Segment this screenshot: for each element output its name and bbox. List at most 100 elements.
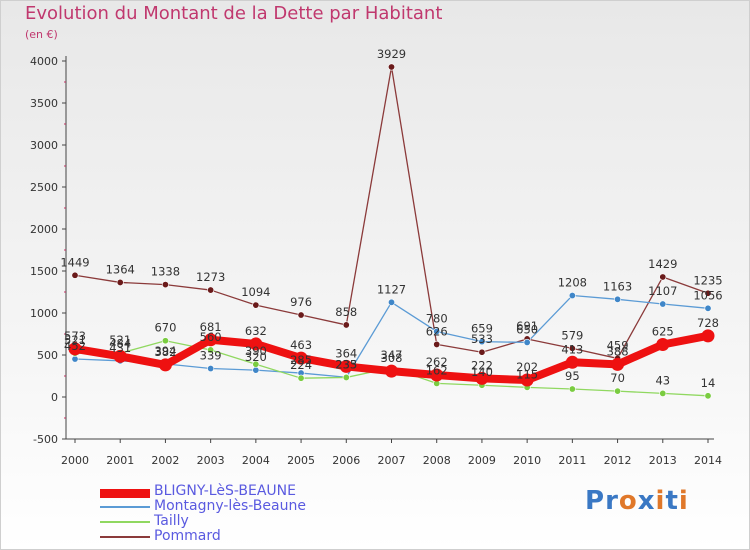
data-label: 1364	[106, 262, 135, 276]
data-point	[614, 387, 622, 395]
data-label: 670	[154, 321, 176, 335]
data-label: 1273	[196, 270, 225, 284]
x-tick-label: 2010	[513, 454, 541, 467]
x-tick-label: 2014	[694, 454, 722, 467]
x-tick-label: 2012	[604, 454, 632, 467]
data-label: 1208	[558, 276, 587, 290]
data-label: 632	[245, 324, 267, 338]
brand-letter: i	[678, 486, 689, 516]
data-point	[207, 346, 215, 354]
data-point	[478, 348, 486, 356]
line-chart: 40003500300025002000150010005000-5002000…	[30, 47, 723, 467]
data-point	[342, 373, 350, 381]
data-point	[297, 311, 305, 319]
data-point	[433, 340, 441, 348]
data-label: 521	[64, 333, 86, 347]
chart-subtitle: (en €)	[25, 28, 58, 41]
data-point	[659, 300, 667, 308]
x-tick-label: 2000	[61, 454, 89, 467]
data-point	[568, 385, 576, 393]
data-point	[568, 292, 576, 300]
data-label: 339	[200, 349, 222, 363]
data-label: 235	[335, 357, 357, 371]
data-label: 1107	[648, 284, 677, 298]
data-point	[252, 301, 260, 309]
data-label: 780	[426, 311, 448, 325]
data-label: 224	[290, 358, 312, 372]
data-point	[520, 373, 534, 387]
y-tick-label: 3000	[30, 139, 58, 152]
data-label: 560	[200, 330, 222, 344]
data-point	[478, 338, 486, 346]
data-label: 115	[516, 367, 538, 381]
data-point	[704, 304, 712, 312]
x-tick-label: 2005	[287, 454, 315, 467]
data-point	[611, 357, 625, 371]
data-point	[430, 368, 444, 382]
data-point	[249, 337, 263, 351]
data-label: 320	[245, 350, 267, 364]
data-label: 858	[335, 305, 357, 319]
x-tick-label: 2004	[242, 454, 270, 467]
data-label: 70	[610, 371, 625, 385]
data-point	[659, 273, 667, 281]
data-label: 382	[154, 345, 176, 359]
legend-label: Pommard	[154, 528, 221, 544]
y-tick-label: 3500	[30, 97, 58, 110]
data-label: 3929	[377, 47, 406, 61]
data-label: 625	[652, 325, 674, 339]
legend-label: Tailly	[154, 513, 189, 529]
brand-letter: r	[605, 486, 619, 516]
legend-swatch	[100, 536, 150, 538]
data-point	[704, 289, 712, 297]
data-label: 1338	[151, 265, 180, 279]
x-tick-label: 2006	[332, 454, 360, 467]
data-point	[113, 349, 127, 363]
data-label: 573	[64, 329, 86, 343]
data-label: 222	[471, 358, 493, 372]
data-label: 484	[109, 336, 131, 350]
data-label: 659	[471, 322, 493, 336]
data-point	[387, 298, 395, 306]
data-label: 691	[516, 319, 538, 333]
x-tick-label: 2009	[468, 454, 496, 467]
legend-label: BLIGNY-LèS-BEAUNE	[154, 483, 296, 499]
data-point	[116, 278, 124, 286]
brand-letter: t	[665, 486, 679, 516]
data-point	[704, 392, 712, 400]
x-tick-label: 2011	[558, 454, 586, 467]
data-label: 390	[245, 344, 267, 358]
data-label: 43	[655, 373, 670, 387]
y-tick-label: 0	[51, 391, 58, 404]
data-point	[252, 360, 260, 368]
y-tick-label: 4000	[30, 55, 58, 68]
data-label: 452	[64, 339, 86, 353]
data-label: 347	[381, 348, 403, 362]
data-label: 233	[335, 357, 357, 371]
data-label: 95	[565, 369, 580, 383]
data-label: 285	[290, 353, 312, 367]
data-point	[614, 295, 622, 303]
data-label: 533	[471, 332, 493, 346]
data-label: 1429	[648, 257, 677, 271]
data-point	[68, 342, 82, 356]
data-label: 394	[154, 344, 176, 358]
y-tick-label: 500	[37, 349, 58, 362]
data-point	[161, 281, 169, 289]
data-point	[568, 344, 576, 352]
data-label: 650	[516, 322, 538, 336]
brand-logo: Proxiti	[585, 486, 689, 516]
data-label: 202	[516, 360, 538, 374]
brand-letter: i	[655, 486, 666, 516]
data-label: 413	[561, 342, 583, 356]
y-tick-label: 2500	[30, 181, 58, 194]
data-point	[207, 365, 215, 373]
brand-letter: o	[618, 486, 638, 516]
data-label: 579	[561, 328, 583, 342]
data-label: 262	[426, 355, 448, 369]
y-tick-label: 2000	[30, 223, 58, 236]
data-label: 431	[109, 341, 131, 355]
x-tick-label: 2007	[378, 454, 406, 467]
data-label: 459	[607, 338, 629, 352]
data-point	[71, 355, 79, 363]
